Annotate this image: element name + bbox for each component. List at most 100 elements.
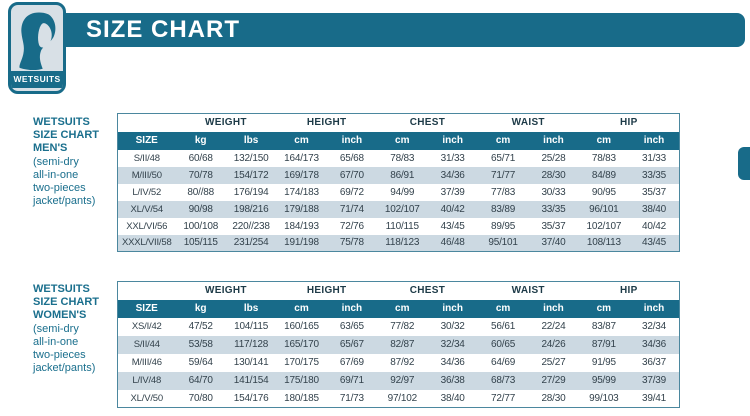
caption-line: all-in-one (33, 168, 79, 181)
size-column-spacer (117, 113, 176, 132)
group-header-row: WEIGHT HEIGHT CHEST WAIST HIP (117, 281, 680, 300)
table-row: XL/V/54 90/98 198/216 179/188 71/74 102/107 40… (117, 200, 680, 218)
size-cell: XL/V/54 (117, 200, 176, 218)
value-cell: 72/76 (326, 217, 378, 235)
value-cell: 63/65 (326, 317, 378, 336)
value-cell: 94/99 (377, 183, 428, 201)
value-cell: 33/35 (629, 166, 680, 184)
value-cell: 67/69 (326, 353, 378, 372)
value-cell: 105/115 (175, 234, 226, 252)
column-header: cm (578, 299, 630, 318)
column-header: kg (175, 131, 226, 150)
table-row: L/IV/52 80//88 176/194 174/183 69/72 94/99 37/… (117, 183, 680, 201)
womens-size-table: WEIGHT HEIGHT CHEST WAIST HIP SIZE kg lbs cm inch… (117, 281, 680, 408)
value-cell: 22/24 (528, 317, 579, 336)
mens-table-caption: WETSUITS SIZE CHART MEN'S (semi-dry all-… (33, 116, 121, 208)
column-header-row: SIZE kg lbs cm inch cm inch cm inch cm inch (117, 299, 680, 318)
value-cell: 174/183 (276, 183, 327, 201)
table-row: M/III/46 59/64 130/141 170/175 67/69 87/92 34/… (117, 353, 680, 372)
column-header: cm (477, 131, 529, 150)
value-cell: 87/92 (377, 353, 428, 372)
value-cell: 69/71 (326, 371, 378, 390)
value-cell: 35/37 (528, 217, 579, 235)
value-cell: 27/29 (528, 371, 579, 390)
table-row: L/IV/48 64/70 141/154 175/180 69/71 92/97 36/3… (117, 371, 680, 390)
column-header: cm (578, 131, 630, 150)
title-bar: SIZE CHART (55, 13, 745, 47)
caption-line: SIZE CHART (33, 129, 99, 142)
group-header: WAIST (477, 113, 579, 132)
column-header: kg (175, 299, 226, 318)
page-title: SIZE CHART (86, 16, 240, 43)
wetsuit-hood-icon (19, 12, 56, 71)
value-cell: 28/30 (528, 166, 579, 184)
value-cell: 43/45 (427, 217, 478, 235)
group-header: WAIST (477, 281, 579, 300)
womens-table-caption: WETSUITS SIZE CHART WOMEN'S (semi-dry al… (33, 283, 121, 375)
table-row: M/III/50 70/78 154/172 169/178 67/70 86/91 34/… (117, 166, 680, 184)
column-header: inch (326, 299, 378, 318)
value-cell: 117/128 (225, 335, 277, 354)
value-cell: 97/102 (377, 389, 428, 408)
value-cell: 71/73 (326, 389, 378, 408)
value-cell: 95/101 (477, 234, 529, 252)
value-cell: 83/87 (578, 317, 630, 336)
value-cell: 71/77 (477, 166, 529, 184)
table-row: XL/V/50 70/80 154/176 180/185 71/73 97/102 38/… (117, 389, 680, 408)
value-cell: 39/41 (629, 389, 680, 408)
column-header: inch (326, 131, 378, 150)
value-cell: 38/40 (427, 389, 478, 408)
table-row: XXXL/VII/58 105/115 231/254 191/198 75/78 118… (117, 234, 680, 252)
column-header: inch (528, 131, 579, 150)
value-cell: 25/28 (528, 149, 579, 167)
value-cell: 165/170 (276, 335, 327, 354)
column-header: cm (477, 299, 529, 318)
group-header-row: WEIGHT HEIGHT CHEST WAIST HIP (117, 113, 680, 132)
column-header: cm (276, 131, 327, 150)
value-cell: 53/58 (175, 335, 226, 354)
value-cell: 95/99 (578, 371, 630, 390)
table-row: S/II/48 60/68 132/150 164/173 65/68 78/83 31/3… (117, 149, 680, 167)
size-cell: XS/I/42 (117, 317, 176, 336)
value-cell: 38/40 (629, 200, 680, 218)
value-cell: 231/254 (225, 234, 277, 252)
caption-line: WETSUITS (33, 283, 90, 295)
value-cell: 30/32 (427, 317, 478, 336)
caption-line: SIZE CHART (33, 296, 99, 309)
column-header: SIZE (117, 131, 176, 150)
value-cell: 154/176 (225, 389, 277, 408)
value-cell: 31/33 (427, 149, 478, 167)
value-cell: 84/89 (578, 166, 630, 184)
value-cell: 35/37 (629, 183, 680, 201)
value-cell: 180/185 (276, 389, 327, 408)
value-cell: 108/113 (578, 234, 630, 252)
value-cell: 67/70 (326, 166, 378, 184)
value-cell: 72/77 (477, 389, 529, 408)
caption-line: all-in-one (33, 335, 79, 348)
value-cell: 47/52 (175, 317, 226, 336)
value-cell: 110/115 (377, 217, 428, 235)
column-header: inch (427, 299, 478, 318)
table-row: S/II/44 53/58 117/128 165/170 65/67 82/87 32/3… (117, 335, 680, 354)
value-cell: 32/34 (629, 317, 680, 336)
group-header: HIP (578, 113, 680, 132)
value-cell: 40/42 (629, 217, 680, 235)
value-cell: 43/45 (629, 234, 680, 252)
value-cell: 86/91 (377, 166, 428, 184)
value-cell: 130/141 (225, 353, 277, 372)
value-cell: 99/103 (578, 389, 630, 408)
column-header: inch (427, 131, 478, 150)
caption-line: two-pieces (33, 182, 86, 195)
caption-line: WOMEN'S (33, 309, 87, 322)
value-cell: 65/67 (326, 335, 378, 354)
value-cell: 32/34 (427, 335, 478, 354)
size-cell: M/III/50 (117, 166, 176, 184)
group-header: WEIGHT (175, 113, 277, 132)
value-cell: 46/48 (427, 234, 478, 252)
value-cell: 77/83 (477, 183, 529, 201)
value-cell: 56/61 (477, 317, 529, 336)
value-cell: 89/95 (477, 217, 529, 235)
size-cell: XL/V/50 (117, 389, 176, 408)
value-cell: 176/194 (225, 183, 277, 201)
caption-line: (semi-dry (33, 322, 79, 335)
